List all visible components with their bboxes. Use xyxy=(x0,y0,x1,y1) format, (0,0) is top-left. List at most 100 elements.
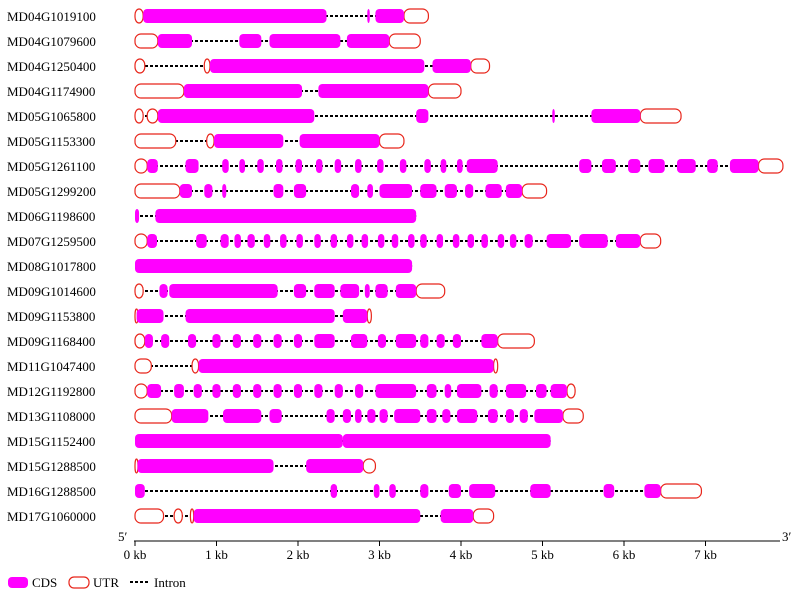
cds-segment xyxy=(295,159,303,173)
cds-segment xyxy=(275,159,283,173)
cds-segment xyxy=(389,484,396,498)
utr-segment xyxy=(134,333,146,349)
gene-label: MD15G1152400 xyxy=(7,434,95,449)
cds-segment xyxy=(212,334,221,348)
cds-segment xyxy=(296,234,303,248)
gene-label: MD09G1014600 xyxy=(7,284,96,299)
cds-segment xyxy=(416,109,429,123)
gene-row: MD06G1198600 xyxy=(7,209,417,224)
cds-segment xyxy=(147,384,162,398)
cds-segment xyxy=(209,59,425,73)
cds-segment xyxy=(355,384,364,398)
cds-segment xyxy=(395,284,417,298)
cds-segment xyxy=(579,159,592,173)
gene-row: MD04G1250400 xyxy=(7,58,491,74)
utr-segment xyxy=(134,283,144,299)
utr-segment xyxy=(134,408,173,424)
cds-segment xyxy=(467,234,475,248)
utr-segment xyxy=(472,508,495,524)
gene-row: MD09G1014600 xyxy=(7,283,446,299)
cds-segment xyxy=(273,334,282,348)
gene-label: MD05G1065800 xyxy=(7,109,96,124)
cds-segment xyxy=(247,234,255,248)
cds-segment xyxy=(444,384,452,398)
cds-segment xyxy=(179,184,193,198)
gene-row: MD17G1060000 xyxy=(7,508,495,524)
cds-segment xyxy=(185,309,335,323)
cds-segment xyxy=(505,384,527,398)
cds-segment xyxy=(196,234,207,248)
utr-segment xyxy=(191,358,200,374)
axis-tick-label: 5 kb xyxy=(531,547,554,562)
cds-segment xyxy=(373,484,380,498)
cds-segment xyxy=(436,234,444,248)
cds-segment xyxy=(187,334,197,348)
gene-label: MD15G1288500 xyxy=(7,459,96,474)
cds-segment xyxy=(424,159,431,173)
utr-segment xyxy=(134,383,148,399)
cds-segment xyxy=(546,234,572,248)
cds-segment xyxy=(420,334,429,348)
cds-segment xyxy=(135,259,413,273)
axis-left-label: 5′ xyxy=(118,529,128,544)
cds-segment xyxy=(355,409,362,423)
cds-segment xyxy=(591,109,641,123)
cds-segment xyxy=(707,159,718,173)
axis-tick-label: 4 kb xyxy=(450,547,473,562)
gene-label: MD12G1192800 xyxy=(7,384,95,399)
cds-segment xyxy=(440,509,474,523)
cds-segment xyxy=(489,384,498,398)
cds-segment xyxy=(257,159,264,173)
cds-segment xyxy=(377,334,387,348)
cds-segment xyxy=(391,234,399,248)
gene-label: MD05G1153300 xyxy=(7,134,95,149)
gene-label: MD08G1017800 xyxy=(7,259,96,274)
utr-segment xyxy=(362,458,377,474)
legend-cds-label: CDS xyxy=(32,575,57,590)
cds-segment xyxy=(379,184,413,198)
cds-segment xyxy=(161,334,170,348)
cds-segment xyxy=(318,84,429,98)
gene-row: MD04G1079600 xyxy=(7,33,421,49)
cds-segment xyxy=(469,484,496,498)
gene-label: MD05G1299200 xyxy=(7,184,96,199)
cds-segment xyxy=(505,409,514,423)
gene-label: MD16G1288500 xyxy=(7,484,96,499)
cds-segment xyxy=(456,384,482,398)
axis-tick-label: 1 kb xyxy=(205,547,228,562)
cds-segment xyxy=(432,59,471,73)
cds-segment xyxy=(171,409,209,423)
cds-segment xyxy=(534,409,563,423)
gene-label: MD11G1047400 xyxy=(7,359,95,374)
cds-segment xyxy=(375,9,404,23)
utr-segment xyxy=(206,133,215,149)
cds-segment xyxy=(519,409,528,423)
cds-segment xyxy=(144,334,153,348)
gene-row: MD15G1288500 xyxy=(7,458,377,474)
cds-segment xyxy=(550,384,567,398)
cds-segment xyxy=(350,334,368,348)
cds-segment xyxy=(676,159,696,173)
utr-segment xyxy=(470,58,491,74)
utr-segment xyxy=(493,358,499,374)
cds-segment xyxy=(137,459,274,473)
utr-segment xyxy=(415,283,446,299)
cds-segment xyxy=(314,284,335,298)
utr-segment xyxy=(639,233,662,249)
cds-segment xyxy=(253,334,262,348)
cds-segment xyxy=(481,334,498,348)
cds-segment xyxy=(222,159,229,173)
utr-segment xyxy=(403,8,430,24)
utr-segment xyxy=(134,183,181,199)
cds-segment xyxy=(377,159,384,173)
cds-segment xyxy=(222,184,227,198)
cds-segment xyxy=(426,409,437,423)
cds-segment xyxy=(420,484,429,498)
cds-segment xyxy=(452,334,461,348)
cds-segment xyxy=(193,384,202,398)
utr-segment xyxy=(134,358,152,374)
cds-segment xyxy=(452,234,460,248)
cds-segment xyxy=(552,109,555,123)
cds-segment xyxy=(367,184,373,198)
